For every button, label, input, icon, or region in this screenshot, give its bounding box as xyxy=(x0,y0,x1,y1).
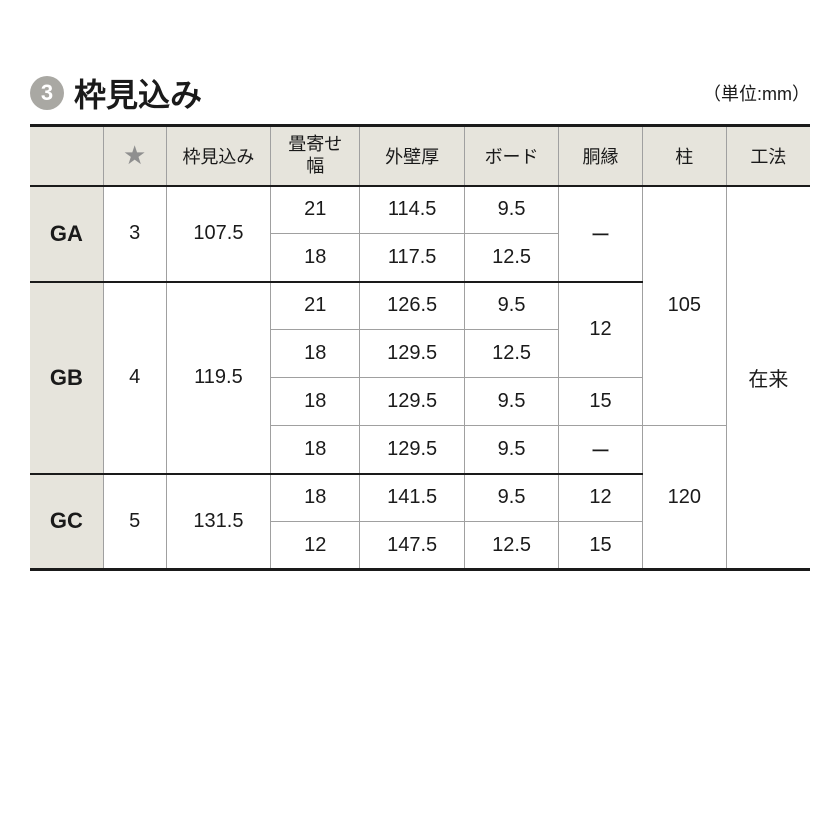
cell-star: 5 xyxy=(103,474,166,570)
cell-doubuchi: 12 xyxy=(559,474,643,522)
col-header-board: ボード xyxy=(464,126,558,186)
cell-hashira: 120 xyxy=(642,426,726,570)
cell-board: 12.5 xyxy=(464,522,558,570)
cell-gaiheki: 147.5 xyxy=(360,522,465,570)
cell-star: 3 xyxy=(103,186,166,282)
cell-tatami: 18 xyxy=(271,330,360,378)
col-header-blank xyxy=(30,126,103,186)
col-header-wakumikomi: 枠見込み xyxy=(166,126,271,186)
section-number-badge: 3 xyxy=(30,76,64,110)
cell-tatami: 18 xyxy=(271,426,360,474)
cell-tatami: 21 xyxy=(271,186,360,234)
col-header-doubuchi: 胴縁 xyxy=(559,126,643,186)
table-header-row: ★ 枠見込み 畳寄せ幅 外壁厚 ボード 胴縁 柱 工法 xyxy=(30,126,810,186)
cell-doubuchi: 12 xyxy=(559,282,643,378)
cell-gaiheki: 129.5 xyxy=(360,426,465,474)
cell-wakumikomi: 131.5 xyxy=(166,474,271,570)
cell-doubuchi: 15 xyxy=(559,378,643,426)
cell-board: 9.5 xyxy=(464,282,558,330)
cell-doubuchi: ー xyxy=(559,426,643,474)
group-label: GA xyxy=(30,186,103,282)
unit-label: （単位:mm） xyxy=(703,80,810,106)
cell-board: 12.5 xyxy=(464,234,558,282)
cell-gaiheki: 117.5 xyxy=(360,234,465,282)
cell-gaiheki: 129.5 xyxy=(360,378,465,426)
cell-board: 9.5 xyxy=(464,378,558,426)
group-label: GC xyxy=(30,474,103,570)
cell-tatami: 18 xyxy=(271,474,360,522)
table-row: GA3107.521114.59.5ー105在来 xyxy=(30,186,810,234)
cell-gaiheki: 141.5 xyxy=(360,474,465,522)
cell-wakumikomi: 119.5 xyxy=(166,282,271,474)
cell-tatami: 18 xyxy=(271,378,360,426)
spec-table: ★ 枠見込み 畳寄せ幅 外壁厚 ボード 胴縁 柱 工法 GA3107.52111… xyxy=(30,124,810,571)
cell-star: 4 xyxy=(103,282,166,474)
col-header-hashira: 柱 xyxy=(642,126,726,186)
cell-gaiheki: 129.5 xyxy=(360,330,465,378)
col-header-gaiheki: 外壁厚 xyxy=(360,126,465,186)
col-header-star: ★ xyxy=(103,126,166,186)
cell-gaiheki: 126.5 xyxy=(360,282,465,330)
cell-hashira: 105 xyxy=(642,186,726,426)
cell-board: 9.5 xyxy=(464,474,558,522)
cell-wakumikomi: 107.5 xyxy=(166,186,271,282)
col-header-tatamiyose: 畳寄せ幅 xyxy=(271,126,360,186)
cell-tatami: 18 xyxy=(271,234,360,282)
col-header-kouhou: 工法 xyxy=(726,126,810,186)
cell-board: 12.5 xyxy=(464,330,558,378)
cell-board: 9.5 xyxy=(464,426,558,474)
cell-doubuchi: 15 xyxy=(559,522,643,570)
cell-board: 9.5 xyxy=(464,186,558,234)
title-row: 3 枠見込み （単位:mm） xyxy=(30,70,810,116)
cell-doubuchi: ー xyxy=(559,186,643,282)
cell-tatami: 12 xyxy=(271,522,360,570)
section-title: 枠見込み xyxy=(74,70,202,116)
cell-tatami: 21 xyxy=(271,282,360,330)
group-label: GB xyxy=(30,282,103,474)
cell-kouhou: 在来 xyxy=(726,186,810,570)
cell-gaiheki: 114.5 xyxy=(360,186,465,234)
